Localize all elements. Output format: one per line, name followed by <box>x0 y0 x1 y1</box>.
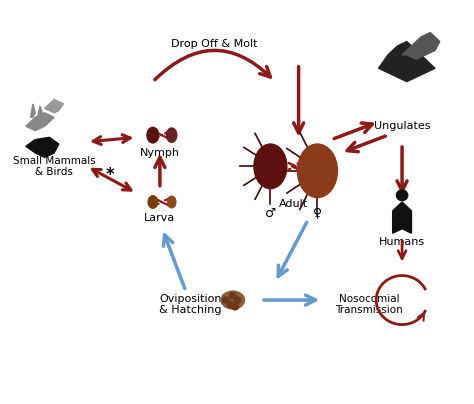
Circle shape <box>222 297 229 303</box>
Polygon shape <box>30 104 35 117</box>
Polygon shape <box>45 99 64 113</box>
Ellipse shape <box>298 144 337 198</box>
Text: Humans: Humans <box>379 237 425 247</box>
Circle shape <box>232 304 238 310</box>
Text: Oviposition
& Hatching: Oviposition & Hatching <box>159 294 222 316</box>
Ellipse shape <box>221 291 245 309</box>
Circle shape <box>396 190 408 201</box>
Text: Nymph: Nymph <box>140 148 180 158</box>
Ellipse shape <box>254 144 287 189</box>
Ellipse shape <box>147 127 159 143</box>
Polygon shape <box>392 202 411 233</box>
Ellipse shape <box>167 196 176 208</box>
Text: ♂: ♂ <box>265 206 276 220</box>
Polygon shape <box>402 33 440 59</box>
Text: Adult: Adult <box>279 199 309 209</box>
Text: Drop Off & Molt: Drop Off & Molt <box>171 39 257 49</box>
Text: *: * <box>106 166 115 184</box>
Polygon shape <box>379 42 435 82</box>
Polygon shape <box>37 106 42 117</box>
Text: Larva: Larva <box>144 213 175 223</box>
Ellipse shape <box>148 196 157 208</box>
Circle shape <box>229 292 236 299</box>
Circle shape <box>234 297 241 303</box>
Polygon shape <box>26 113 54 130</box>
Circle shape <box>227 301 234 308</box>
Text: Nosocomial
Transmission: Nosocomial Transmission <box>335 294 403 316</box>
Ellipse shape <box>166 128 177 142</box>
Polygon shape <box>26 137 59 158</box>
Text: Small Mammals
& Birds: Small Mammals & Birds <box>13 156 95 177</box>
Text: Ungulates: Ungulates <box>374 121 430 131</box>
Text: ♀: ♀ <box>313 206 322 220</box>
